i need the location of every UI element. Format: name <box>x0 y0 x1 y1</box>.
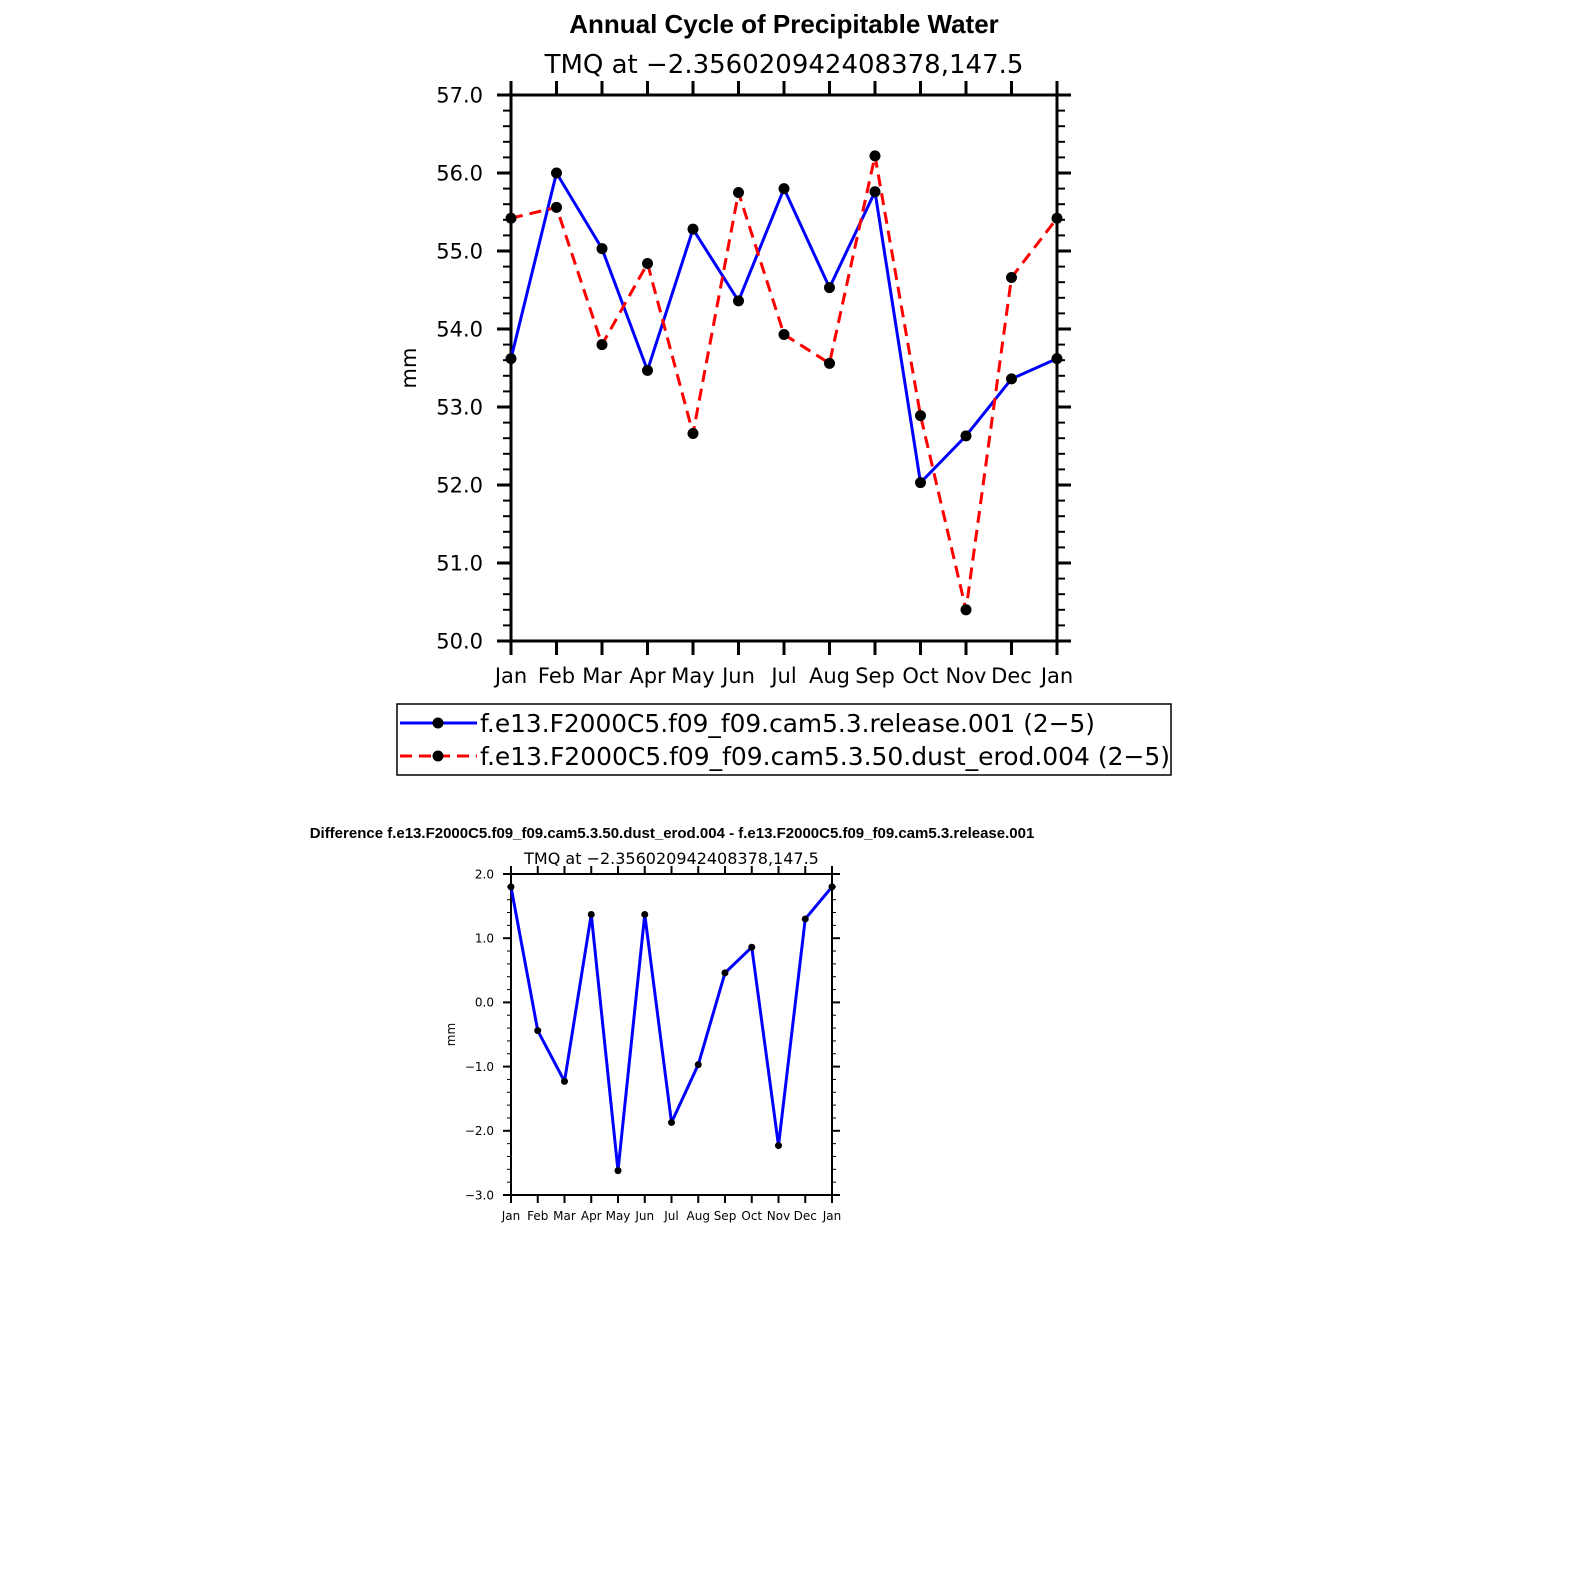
data-point <box>1006 272 1017 284</box>
data-point <box>596 243 608 255</box>
y-tick-label: 2.0 <box>475 867 494 881</box>
data-point <box>534 1027 542 1035</box>
y-tick-label: 0.0 <box>475 996 494 1010</box>
x-tick-label: Apr <box>629 664 666 688</box>
data-point <box>915 410 926 422</box>
data-point <box>561 1077 568 1085</box>
x-tick-label: Jan <box>822 1209 842 1223</box>
y-tick-label: 54.0 <box>436 318 483 342</box>
data-point <box>505 353 517 365</box>
y-tick-label: 55.0 <box>436 240 483 264</box>
plot-frame <box>509 93 1059 643</box>
data-point <box>694 1061 702 1069</box>
data-point <box>668 1118 675 1126</box>
data-point <box>778 183 790 195</box>
y-tick-label: 51.0 <box>436 552 483 576</box>
data-point <box>587 910 595 918</box>
x-tick-label: Oct <box>741 1209 762 1223</box>
data-point <box>596 339 608 351</box>
legend-label-2: f.e13.F2000C5.f09_f09.cam5.3.50.dust_ero… <box>480 742 1170 771</box>
x-tick-label: Jun <box>634 1209 654 1223</box>
y-tick-label: 56.0 <box>436 162 483 186</box>
x-tick-label: Nov <box>946 664 987 688</box>
data-point <box>824 282 835 294</box>
legend: f.e13.F2000C5.f09_f09.cam5.3.release.001… <box>396 703 1172 776</box>
legend-marker <box>432 750 444 762</box>
data-point <box>960 430 972 442</box>
y-tick-label: −3.0 <box>465 1188 494 1202</box>
legend-box <box>396 703 1172 776</box>
main-chart: Annual Cycle of Precipitable Water TMQ at… <box>396 9 1172 776</box>
legend-marker <box>432 717 444 729</box>
data-point <box>824 357 835 369</box>
data-point <box>687 428 699 440</box>
data-point <box>748 943 756 951</box>
data-point <box>915 477 926 489</box>
chart-title: Annual Cycle of Precipitable Water <box>569 9 999 39</box>
data-point <box>733 187 744 198</box>
x-tick-label: Jan <box>493 664 527 688</box>
x-tick-label: Mar <box>553 1209 576 1223</box>
series-line-1 <box>509 171 1058 485</box>
x-tick-label: Jul <box>769 664 796 688</box>
x-tick-label: May <box>606 1209 631 1223</box>
data-point <box>551 167 562 179</box>
data-point <box>960 604 972 616</box>
series-line-1 <box>509 885 834 1173</box>
data-point <box>733 295 744 307</box>
x-tick-label: Mar <box>582 664 622 688</box>
chart-subtitle: TMQ at −2.356020942408378,147.5 <box>544 50 1024 80</box>
legend-label-1: f.e13.F2000C5.f09_f09.cam5.3.release.001… <box>480 709 1095 738</box>
plot-frame <box>510 873 833 1196</box>
chart-title: Difference f.e13.F2000C5.f09_f09.cam5.3.… <box>310 825 1035 842</box>
y-tick-label: 53.0 <box>436 396 483 420</box>
y-tick-label: 52.0 <box>436 474 483 498</box>
data-point <box>614 1167 622 1175</box>
data-point <box>828 883 836 891</box>
data-point <box>687 223 699 235</box>
x-tick-label: Jun <box>720 664 755 688</box>
data-point <box>551 201 562 213</box>
data-point <box>869 150 881 162</box>
x-tick-label: Oct <box>902 664 938 688</box>
y-tick-label: 50.0 <box>436 630 483 654</box>
data-point <box>642 364 653 376</box>
data-point <box>869 186 881 198</box>
y-tick-label: −2.0 <box>465 1124 494 1138</box>
y-tick-label: −1.0 <box>465 1060 494 1074</box>
data-point <box>1006 373 1017 385</box>
data-point <box>505 212 517 224</box>
x-tick-label: Sep <box>714 1209 737 1223</box>
y-tick-label: 1.0 <box>475 932 494 946</box>
series-line-2 <box>510 154 1059 612</box>
x-tick-label: Feb <box>538 664 575 688</box>
x-tick-label: May <box>671 664 714 688</box>
data-point <box>721 969 729 977</box>
data-point <box>1051 353 1063 365</box>
data-point <box>507 883 515 891</box>
x-tick-label: Jan <box>1039 664 1073 688</box>
data-point <box>775 1142 782 1150</box>
x-tick-label: Dec <box>991 664 1032 688</box>
x-tick-label: Jan <box>501 1209 521 1223</box>
data-point <box>642 257 653 269</box>
data-point <box>801 915 809 923</box>
data-point <box>778 328 790 340</box>
x-tick-label: Dec <box>794 1209 817 1223</box>
x-tick-label: Sep <box>855 664 895 688</box>
data-point <box>641 910 649 918</box>
x-tick-label: Apr <box>581 1209 602 1223</box>
chart-subtitle: TMQ at −2.356020942408378,147.5 <box>523 849 819 868</box>
y-axis-label: mm <box>444 1023 458 1046</box>
x-tick-label: Aug <box>809 664 850 688</box>
data-point <box>1051 212 1063 224</box>
difference-chart: Difference f.e13.F2000C5.f09_f09.cam5.3.… <box>310 825 1035 1223</box>
x-tick-label: Aug <box>687 1209 710 1223</box>
x-tick-label: Feb <box>527 1209 548 1223</box>
y-tick-label: 57.0 <box>436 84 483 108</box>
x-tick-label: Nov <box>767 1209 790 1223</box>
x-tick-label: Jul <box>663 1209 678 1223</box>
y-axis-label: mm <box>397 348 421 389</box>
